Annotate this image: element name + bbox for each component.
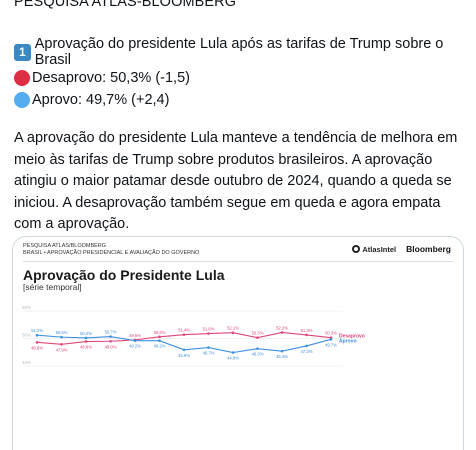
card-source: PESQUISA ATLAS/BLOOMBERG BRASIL • APROVA… — [23, 243, 199, 257]
data-label: 46.7% — [203, 351, 215, 356]
keycap-one-icon: 1 — [14, 43, 31, 61]
data-point — [280, 331, 284, 334]
data-label: 49.0% — [105, 344, 117, 349]
data-label: 50.3% — [252, 331, 264, 336]
data-point — [305, 333, 308, 337]
line-chart: 60% 50% 40% 48.6% 47.9% 48.9% 49.0% 49.5% 50.6% 5… — [22, 305, 365, 367]
data-label: 52.2% — [276, 325, 288, 330]
data-point — [35, 333, 39, 337]
data-label: 51.3% — [301, 328, 313, 333]
data-label: 47.3% — [301, 349, 313, 354]
data-point — [329, 338, 333, 341]
data-point — [256, 336, 259, 339]
red-circle-icon — [14, 70, 30, 86]
data-label: 48.9% — [80, 345, 92, 350]
data-point — [84, 340, 88, 343]
y-tick-label: 40% — [22, 360, 31, 365]
data-label: 47.9% — [56, 347, 68, 352]
data-point — [305, 344, 308, 348]
data-point — [109, 335, 112, 338]
disapprove-stat-text: Desaprovo: 50,3% (-1,5) — [32, 70, 190, 86]
approve-stat: Aprovo: 49,7% (+2,4) — [14, 92, 169, 108]
data-point — [60, 342, 63, 346]
data-label: 50.5% — [56, 330, 68, 335]
data-label: 49.7% — [325, 342, 337, 347]
chart-image-card[interactable]: PESQUISA ATLAS/BLOOMBERG BRASIL • APROVA… — [12, 236, 464, 450]
data-label: 46.3% — [252, 352, 264, 357]
y-tick-label: 50% — [22, 333, 31, 338]
data-point — [207, 332, 210, 335]
blue-circle-icon — [14, 92, 30, 108]
data-label: 52.1% — [227, 326, 239, 331]
data-label: 50.7% — [105, 330, 117, 335]
chart-subtitle: [série temporal] — [23, 282, 82, 292]
card-source-line-2: BRASIL • APROVAÇÃO PRESIDENCIAL E AVALIA… — [23, 250, 200, 256]
data-point — [60, 335, 63, 339]
data-point — [109, 339, 112, 343]
atlasintel-logo-text: AtlasIntel — [362, 244, 397, 254]
post-line-1-text: Aprovação do presidente Lula após as tar… — [34, 36, 444, 68]
bloomberg-logo: Bloomberg — [406, 244, 451, 254]
data-label: 50.6% — [154, 330, 166, 335]
post-paragraph: A aprovação do presidente Lula manteve a… — [14, 130, 458, 232]
series-name-label: Aprovo — [339, 338, 357, 344]
data-label: 51.2% — [31, 328, 43, 333]
disapprove-stat: Desaprovo: 50,3% (-1,5) — [14, 70, 190, 86]
data-label: 50.3% — [325, 331, 337, 336]
data-label: 49.2% — [129, 344, 141, 349]
data-label: 49.2% — [154, 344, 166, 349]
data-label: 51.4% — [178, 328, 190, 333]
card-logos: AtlasIntel Bloomberg — [352, 244, 451, 254]
data-label: 44.9% — [227, 356, 239, 361]
atlasintel-logo: AtlasIntel — [352, 245, 396, 254]
data-point — [158, 339, 161, 342]
data-label: 45.4% — [276, 354, 288, 359]
post-line-1: 1 Aprovação do presidente Lula após as t… — [14, 36, 476, 68]
data-point — [280, 349, 284, 353]
data-point — [182, 333, 186, 336]
data-point — [84, 336, 88, 340]
post-headline: PESQUISA ATLAS-BLOOMBERG — [14, 0, 237, 10]
data-label: 49.5% — [129, 333, 141, 338]
data-point — [158, 335, 161, 339]
data-point — [231, 331, 235, 335]
atlasintel-logo-icon — [352, 245, 361, 253]
series-name-label: Desaprovo — [339, 334, 365, 340]
data-label: 48.6% — [31, 345, 43, 350]
data-label: 51.8% — [203, 327, 215, 332]
data-point — [207, 346, 210, 349]
data-point — [133, 339, 137, 342]
card-source-line-1: PESQUISA ATLAS/BLOOMBERG — [23, 243, 107, 249]
approve-stat-text: Aprovo: 49,7% (+2,4) — [32, 92, 170, 108]
chart-title: Aprovação do Presidente Lula — [23, 267, 225, 283]
data-point — [256, 347, 259, 350]
y-tick-label: 60% — [22, 305, 31, 310]
card-divider — [23, 261, 453, 262]
data-label: 50.2% — [80, 331, 92, 336]
data-point — [231, 351, 235, 354]
data-point — [35, 341, 39, 344]
data-label: 45.9% — [178, 353, 190, 358]
data-point — [182, 348, 186, 352]
